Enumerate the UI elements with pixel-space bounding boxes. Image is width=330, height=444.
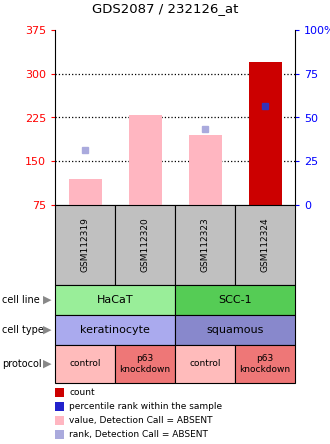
- Text: GSM112319: GSM112319: [81, 218, 89, 273]
- Text: cell line: cell line: [2, 295, 40, 305]
- Text: value, Detection Call = ABSENT: value, Detection Call = ABSENT: [69, 416, 213, 425]
- Text: squamous: squamous: [206, 325, 264, 335]
- Text: GSM112323: GSM112323: [201, 218, 210, 272]
- Text: p63
knockdown: p63 knockdown: [240, 354, 290, 374]
- Bar: [248, 62, 281, 205]
- Text: p63
knockdown: p63 knockdown: [119, 354, 171, 374]
- Text: percentile rank within the sample: percentile rank within the sample: [69, 402, 222, 411]
- Bar: [128, 115, 161, 205]
- Bar: [69, 179, 102, 205]
- Text: rank, Detection Call = ABSENT: rank, Detection Call = ABSENT: [69, 430, 208, 439]
- Text: GSM112324: GSM112324: [260, 218, 270, 272]
- Text: keratinocyte: keratinocyte: [80, 325, 150, 335]
- Text: ▶: ▶: [43, 325, 51, 335]
- Text: SCC-1: SCC-1: [218, 295, 252, 305]
- Text: protocol: protocol: [2, 359, 42, 369]
- Text: control: control: [189, 360, 221, 369]
- Text: GDS2087 / 232126_at: GDS2087 / 232126_at: [92, 2, 238, 15]
- Text: GSM112320: GSM112320: [141, 218, 149, 272]
- Text: count: count: [69, 388, 95, 397]
- Text: cell type: cell type: [2, 325, 44, 335]
- Bar: [188, 135, 221, 205]
- Text: ▶: ▶: [43, 295, 51, 305]
- Text: HaCaT: HaCaT: [97, 295, 133, 305]
- Text: control: control: [69, 360, 101, 369]
- Text: ▶: ▶: [43, 359, 51, 369]
